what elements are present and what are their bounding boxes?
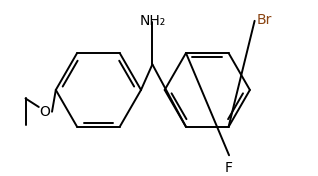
Text: Br: Br — [257, 13, 272, 27]
Text: O: O — [39, 105, 50, 119]
Text: F: F — [225, 161, 233, 175]
Text: NH₂: NH₂ — [139, 14, 165, 28]
